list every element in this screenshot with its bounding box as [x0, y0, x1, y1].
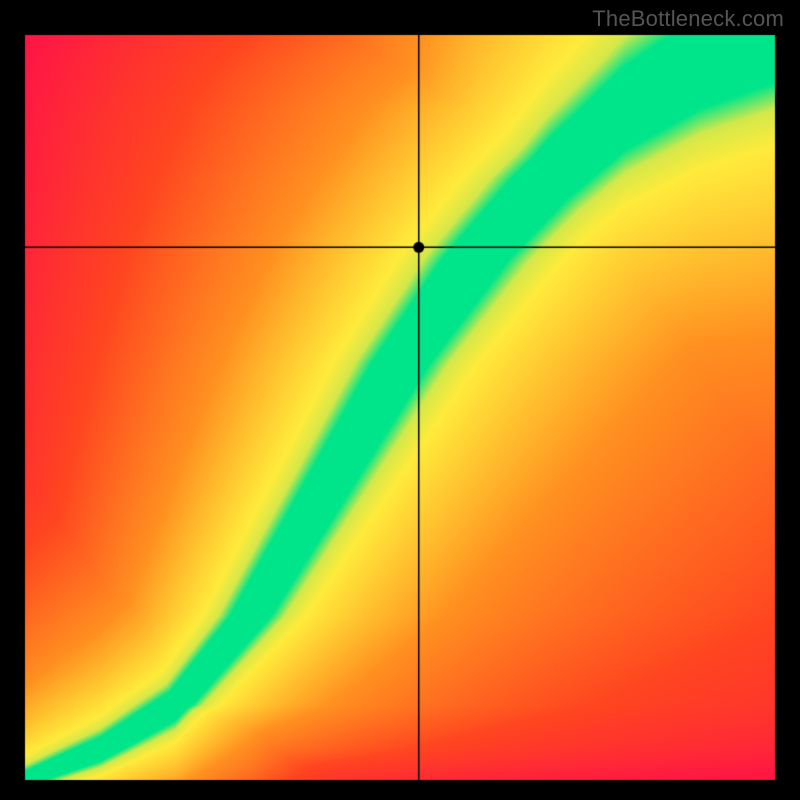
watermark-text: TheBottleneck.com: [592, 6, 784, 32]
chart-container: TheBottleneck.com: [0, 0, 800, 800]
bottleneck-heatmap-canvas: [0, 0, 800, 800]
